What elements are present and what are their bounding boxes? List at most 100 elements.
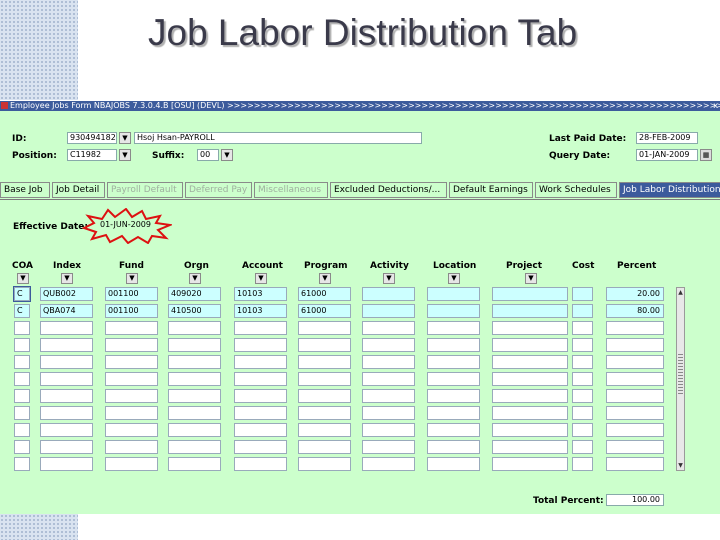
empty-grid-cell[interactable] bbox=[572, 321, 593, 335]
empty-grid-cell[interactable] bbox=[168, 321, 221, 335]
empty-grid-cell[interactable] bbox=[298, 338, 351, 352]
empty-grid-cell[interactable] bbox=[427, 338, 480, 352]
empty-grid-cell[interactable] bbox=[168, 406, 221, 420]
empty-grid-cell[interactable] bbox=[606, 389, 664, 403]
index-lookup-button[interactable]: ▼ bbox=[61, 273, 73, 284]
row-1-percent-cell[interactable]: 20.00 bbox=[606, 287, 664, 301]
empty-grid-cell[interactable] bbox=[492, 389, 568, 403]
empty-grid-cell[interactable] bbox=[427, 440, 480, 454]
empty-grid-cell[interactable] bbox=[40, 321, 93, 335]
row-2-location-cell[interactable] bbox=[427, 304, 480, 318]
position-search-button[interactable]: ▼ bbox=[119, 149, 131, 161]
tab-excluded-deductions[interactable]: Excluded Deductions/... bbox=[330, 182, 447, 198]
empty-grid-cell[interactable] bbox=[492, 406, 568, 420]
empty-grid-cell[interactable] bbox=[362, 389, 415, 403]
scroll-down-icon[interactable]: ▼ bbox=[678, 462, 683, 469]
empty-grid-cell[interactable] bbox=[427, 423, 480, 437]
account-lookup-button[interactable]: ▼ bbox=[255, 273, 267, 284]
empty-grid-cell[interactable] bbox=[606, 457, 664, 471]
empty-grid-cell[interactable] bbox=[606, 338, 664, 352]
empty-grid-cell[interactable] bbox=[168, 423, 221, 437]
empty-grid-cell[interactable] bbox=[492, 457, 568, 471]
empty-grid-cell[interactable] bbox=[606, 372, 664, 386]
empty-grid-cell[interactable] bbox=[362, 338, 415, 352]
empty-grid-cell[interactable] bbox=[168, 440, 221, 454]
empty-grid-cell[interactable] bbox=[427, 389, 480, 403]
empty-grid-cell[interactable] bbox=[14, 355, 30, 369]
empty-grid-cell[interactable] bbox=[40, 338, 93, 352]
row-2-program-cell[interactable]: 61000 bbox=[298, 304, 351, 318]
row-2-fund-cell[interactable]: 001100 bbox=[105, 304, 158, 318]
tab-job-labor-distribution[interactable]: Job Labor Distribution bbox=[619, 182, 720, 198]
empty-grid-cell[interactable] bbox=[606, 355, 664, 369]
empty-grid-cell[interactable] bbox=[492, 355, 568, 369]
empty-grid-cell[interactable] bbox=[168, 389, 221, 403]
empty-grid-cell[interactable] bbox=[40, 457, 93, 471]
empty-grid-cell[interactable] bbox=[492, 372, 568, 386]
row-1-coa-cell[interactable]: C bbox=[13, 286, 31, 302]
project-lookup-button[interactable]: ▼ bbox=[525, 273, 537, 284]
empty-grid-cell[interactable] bbox=[298, 457, 351, 471]
scroll-up-icon[interactable]: ▲ bbox=[678, 289, 683, 296]
row-1-program-cell[interactable]: 61000 bbox=[298, 287, 351, 301]
id-field[interactable]: 930494182 bbox=[67, 132, 117, 144]
empty-grid-cell[interactable] bbox=[105, 372, 158, 386]
orgn-lookup-button[interactable]: ▼ bbox=[189, 273, 201, 284]
empty-grid-cell[interactable] bbox=[362, 423, 415, 437]
empty-grid-cell[interactable] bbox=[14, 406, 30, 420]
empty-grid-cell[interactable] bbox=[572, 457, 593, 471]
row-2-percent-cell[interactable]: 80.00 bbox=[606, 304, 664, 318]
empty-grid-cell[interactable] bbox=[572, 372, 593, 386]
empty-grid-cell[interactable] bbox=[492, 321, 568, 335]
row-1-orgn-cell[interactable]: 409020 bbox=[168, 287, 221, 301]
empty-grid-cell[interactable] bbox=[298, 321, 351, 335]
empty-grid-cell[interactable] bbox=[298, 406, 351, 420]
row-2-project-cell[interactable] bbox=[492, 304, 568, 318]
empty-grid-cell[interactable] bbox=[168, 338, 221, 352]
empty-grid-cell[interactable] bbox=[492, 440, 568, 454]
id-search-button[interactable]: ▼ bbox=[119, 132, 131, 144]
empty-grid-cell[interactable] bbox=[40, 423, 93, 437]
empty-grid-cell[interactable] bbox=[572, 423, 593, 437]
coa-lookup-button[interactable]: ▼ bbox=[17, 273, 29, 284]
row-1-index-cell[interactable]: QUB002 bbox=[40, 287, 93, 301]
suffix-search-button[interactable]: ▼ bbox=[221, 149, 233, 161]
row-2-index-cell[interactable]: QBA074 bbox=[40, 304, 93, 318]
empty-grid-cell[interactable] bbox=[234, 355, 287, 369]
location-lookup-button[interactable]: ▼ bbox=[448, 273, 460, 284]
row-2-account-cell[interactable]: 10103 bbox=[234, 304, 287, 318]
empty-grid-cell[interactable] bbox=[105, 338, 158, 352]
empty-grid-cell[interactable] bbox=[14, 457, 30, 471]
tab-default-earnings[interactable]: Default Earnings bbox=[449, 182, 533, 198]
row-2-coa-cell[interactable]: C bbox=[14, 304, 30, 318]
empty-grid-cell[interactable] bbox=[234, 440, 287, 454]
scroll-grip[interactable] bbox=[678, 354, 683, 394]
empty-grid-cell[interactable] bbox=[105, 389, 158, 403]
program-lookup-button[interactable]: ▼ bbox=[319, 273, 331, 284]
empty-grid-cell[interactable] bbox=[362, 440, 415, 454]
empty-grid-cell[interactable] bbox=[427, 457, 480, 471]
tab-base-job[interactable]: Base Job bbox=[0, 182, 50, 198]
position-field[interactable]: C11982 bbox=[67, 149, 117, 161]
empty-grid-cell[interactable] bbox=[427, 406, 480, 420]
empty-grid-cell[interactable] bbox=[298, 389, 351, 403]
empty-grid-cell[interactable] bbox=[105, 423, 158, 437]
row-1-location-cell[interactable] bbox=[427, 287, 480, 301]
empty-grid-cell[interactable] bbox=[492, 423, 568, 437]
empty-grid-cell[interactable] bbox=[427, 321, 480, 335]
empty-grid-cell[interactable] bbox=[234, 406, 287, 420]
empty-grid-cell[interactable] bbox=[606, 321, 664, 335]
empty-grid-cell[interactable] bbox=[105, 321, 158, 335]
empty-grid-cell[interactable] bbox=[168, 372, 221, 386]
empty-grid-cell[interactable] bbox=[362, 457, 415, 471]
empty-grid-cell[interactable] bbox=[14, 440, 30, 454]
empty-grid-cell[interactable] bbox=[105, 355, 158, 369]
empty-grid-cell[interactable] bbox=[234, 321, 287, 335]
empty-grid-cell[interactable] bbox=[40, 440, 93, 454]
empty-grid-cell[interactable] bbox=[234, 423, 287, 437]
empty-grid-cell[interactable] bbox=[14, 389, 30, 403]
empty-grid-cell[interactable] bbox=[14, 423, 30, 437]
close-icon[interactable]: x bbox=[713, 101, 718, 110]
activity-lookup-button[interactable]: ▼ bbox=[383, 273, 395, 284]
empty-grid-cell[interactable] bbox=[234, 457, 287, 471]
